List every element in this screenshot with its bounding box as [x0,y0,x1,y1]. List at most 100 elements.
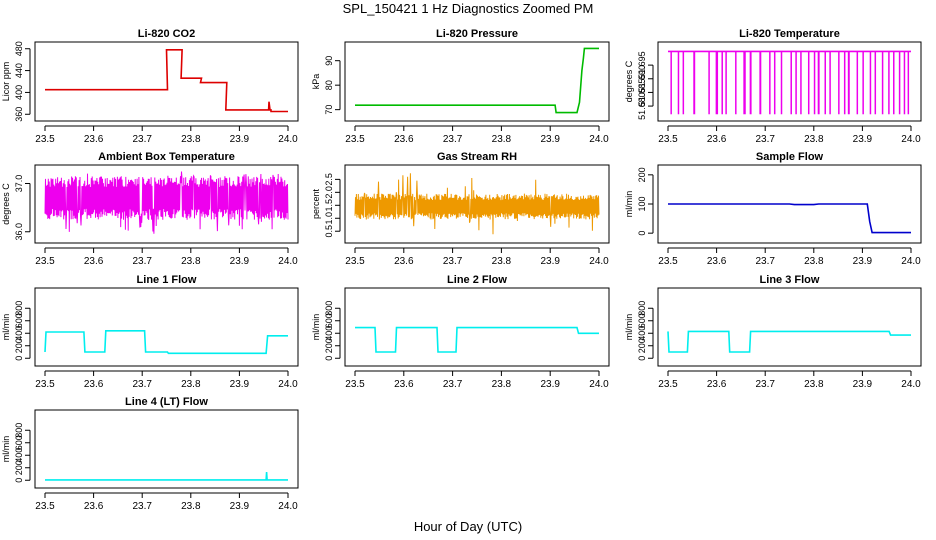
series-dip [773,51,776,115]
plot-frame [34,41,299,122]
series-group [667,330,911,353]
series-line [354,173,600,235]
x-tick-label: 24.0 [278,134,298,145]
x-axis: 23.5 23.6 23.7 23.8 23.9 24.0 [345,370,609,390]
chart-sampleflow: Sample Flow 23.5 23.6 23.7 23.8 23.9 24.0 0 100 2… [624,151,922,267]
x-tick-label: 23.9 [540,256,560,267]
x-axis: 23.5 23.6 23.7 23.8 23.9 24.0 [35,247,298,267]
x-tick-label: 23.6 [707,379,727,390]
x-tick-label: 23.9 [540,379,560,390]
chart-title: Sample Flow [756,151,824,163]
chart-title: Li-820 Temperature [739,28,840,40]
x-tick-label: 23.8 [181,134,201,145]
series-dip [847,51,850,115]
chart-title: Gas Stream RH [437,151,517,163]
series-dip [893,51,895,115]
series-line [667,330,911,353]
y-tick-label: 1.5 [324,199,334,212]
plot-frame [657,164,922,244]
y-tick-label: 100 [637,196,647,211]
x-tick-label: 23.9 [853,379,873,390]
y-tick-label: 200 [637,338,647,353]
x-tick-label: 24.0 [901,134,921,145]
y-tick-label: 51.680 [637,92,647,120]
chart-line1: Line 1 Flow 23.5 23.6 23.7 23.8 23.9 24.0 0 2004… [1,274,299,390]
y-tick-label: 800 [14,301,24,316]
x-axis: 23.5 23.6 23.7 23.8 23.9 24.0 [345,247,609,267]
x-tick-label: 23.8 [804,256,824,267]
x-tick-label: 23.6 [84,134,104,145]
series-dip [829,51,831,115]
y-tick-label: 480 [14,41,24,56]
chart-co2: Li-820 CO2 23.5 23.6 23.7 23.8 23.9 24.0 360 400… [1,28,299,145]
series-line [355,326,599,353]
x-tick-label: 23.5 [658,256,678,267]
series-group [44,171,289,234]
y-tick-label: 400 [637,326,647,341]
series-line [668,203,911,234]
series-dip [881,51,884,115]
series-group [355,326,599,353]
x-axis: 23.5 23.6 23.7 23.8 23.9 24.0 [35,125,298,145]
series-dip [907,51,910,115]
y-axis-label: degrees C [1,183,11,225]
series-group [355,47,599,114]
y-tick-label: 600 [14,435,24,450]
x-tick-label: 24.0 [278,501,298,512]
series-dip [824,51,826,115]
x-tick-label: 23.5 [35,379,55,390]
series-dip [725,51,727,115]
x-tick-label: 23.6 [707,134,727,145]
x-tick-label: 23.7 [755,256,775,267]
x-tick-label: 23.8 [492,256,512,267]
chart-title: Line 3 Flow [760,274,820,286]
x-tick-label: 23.6 [394,379,414,390]
y-tick-label: 0 [637,356,647,361]
x-tick-label: 23.7 [132,501,152,512]
plot-frame [34,409,299,489]
x-tick-label: 23.8 [804,134,824,145]
x-tick-label: 24.0 [901,379,921,390]
series-line [44,330,288,355]
x-tick-label: 23.7 [443,134,463,145]
chart-title: Line 2 Flow [447,274,507,286]
chart-title: Li-820 Pressure [436,28,518,40]
series-dip [874,51,877,115]
y-tick-label: 90 [324,56,334,66]
series-dip [800,51,802,115]
x-tick-label: 23.6 [84,379,104,390]
series-dip [817,51,820,115]
x-tick-label: 24.0 [589,379,609,390]
y-axis-label: degrees C [624,60,634,102]
chart-title: Ambient Box Temperature [98,151,235,163]
y-axis-label: ml/min [624,191,634,218]
x-tick-label: 23.5 [35,134,55,145]
x-tick-label: 24.0 [589,134,609,145]
chart-title: Li-820 CO2 [138,28,195,40]
y-tick-label: 400 [324,326,334,341]
y-tick-label: 600 [324,313,334,328]
x-tick-label: 23.9 [230,256,250,267]
series-dip [715,51,719,115]
series-group [45,49,288,113]
series-dip [898,51,901,115]
x-tick-label: 23.6 [394,134,414,145]
series-line [45,472,288,481]
series-group [45,472,288,481]
series-dip [743,51,746,115]
y-tick-label: 800 [637,301,647,316]
x-tick-label: 23.5 [345,256,365,267]
x-axis: 23.5 23.6 23.7 23.8 23.9 24.0 [658,125,921,145]
y-tick-label: 400 [14,448,24,463]
x-tick-label: 24.0 [589,256,609,267]
y-tick-label: 51.695 [637,51,647,79]
x-tick-label: 23.9 [853,256,873,267]
x-tick-label: 23.6 [84,501,104,512]
